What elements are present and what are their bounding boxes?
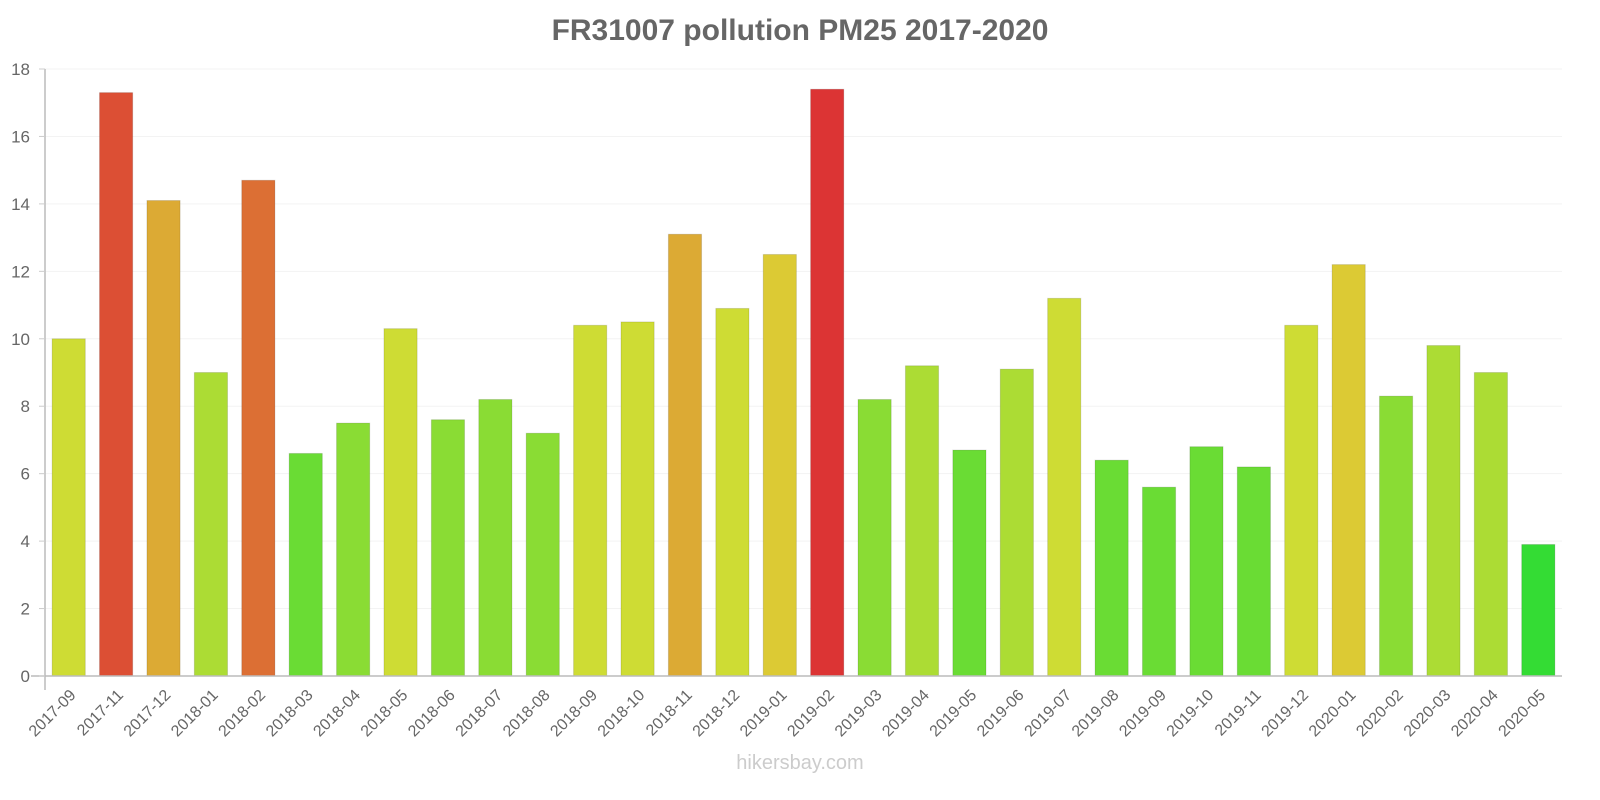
x-tick-label: 2018-02 [216, 687, 270, 741]
axes [31, 69, 1562, 690]
y-tick-label: 12 [11, 262, 30, 281]
x-axis-ticks: 2017-092017-112017-122018-012018-022018-… [26, 687, 1549, 741]
bar-2018-10[interactable] [620, 321, 655, 677]
x-tick-label: 2019-04 [879, 687, 933, 741]
x-tick-label: 2018-05 [358, 687, 412, 741]
bar-2017-12[interactable] [146, 200, 181, 677]
bar-2018-02[interactable] [241, 179, 276, 677]
x-tick-label: 2019-08 [1069, 687, 1123, 741]
bar-2018-05[interactable] [383, 328, 418, 677]
y-tick-label: 4 [21, 532, 30, 551]
bar-2020-05[interactable] [1521, 543, 1556, 677]
bar-2019-06[interactable] [999, 368, 1034, 677]
bar-2019-02[interactable] [810, 88, 845, 677]
bar-2019-05[interactable] [952, 449, 987, 677]
bar-2018-11[interactable] [667, 233, 703, 677]
x-tick-label: 2020-05 [1496, 687, 1550, 741]
watermark: hikersbay.com [736, 752, 864, 774]
x-tick-label: 2018-01 [168, 687, 222, 741]
x-tick-label: 2017-09 [26, 687, 80, 741]
y-tick-label: 16 [11, 127, 30, 146]
x-tick-label: 2019-03 [832, 687, 886, 741]
bar-2018-04[interactable] [336, 422, 371, 677]
y-tick-label: 6 [21, 465, 30, 484]
x-tick-label: 2019-09 [1116, 687, 1170, 741]
bar-2019-11[interactable] [1236, 466, 1271, 677]
x-tick-label: 2019-11 [1212, 687, 1265, 740]
x-tick-label: 2019-07 [1022, 687, 1076, 741]
y-tick-label: 18 [11, 60, 30, 79]
bar-2019-01[interactable] [762, 253, 797, 677]
bar-2017-11[interactable] [99, 92, 134, 677]
x-tick-label: 2020-03 [1401, 687, 1455, 741]
bar-2018-03[interactable] [288, 452, 323, 677]
x-tick-label: 2020-02 [1353, 687, 1407, 741]
x-tick-label: 2018-04 [310, 687, 364, 741]
x-tick-label: 2019-01 [737, 687, 791, 741]
x-tick-label: 2018-12 [690, 687, 744, 741]
x-tick-label: 2020-01 [1306, 687, 1360, 741]
bar-2018-01[interactable] [193, 372, 229, 677]
y-axis-ticks: 0 2 4 6 8 10 12 14 16 18 [11, 60, 45, 686]
y-tick-label: 10 [11, 330, 30, 349]
x-tick-label: 2018-10 [595, 687, 649, 741]
bar-2017-09[interactable] [51, 338, 86, 677]
x-tick-label: 2019-02 [784, 687, 838, 741]
bar-2018-12[interactable] [715, 307, 750, 677]
bar-2018-06[interactable] [430, 419, 466, 677]
bars [51, 88, 1556, 677]
bar-2019-10[interactable] [1189, 446, 1224, 677]
y-tick-label: 8 [21, 397, 30, 416]
x-tick-label: 2019-10 [1164, 687, 1218, 741]
x-tick-label: 2018-07 [453, 687, 507, 741]
bar-2019-09[interactable] [1141, 486, 1177, 677]
bar-2018-09[interactable] [573, 324, 608, 677]
bar-2018-07[interactable] [478, 398, 513, 677]
y-tick-label: 2 [21, 600, 30, 619]
bar-2019-07[interactable] [1047, 297, 1082, 677]
x-tick-label: 2017-12 [121, 687, 175, 741]
bar-2020-01[interactable] [1331, 264, 1366, 677]
x-tick-label: 2018-08 [500, 687, 554, 741]
x-tick-label: 2019-12 [1259, 687, 1313, 741]
y-tick-label: 0 [21, 667, 30, 686]
bar-2019-03[interactable] [857, 398, 892, 677]
x-tick-label: 2018-11 [643, 687, 696, 740]
x-tick-label: 2017-11 [74, 687, 127, 740]
bar-2020-04[interactable] [1473, 372, 1508, 677]
x-tick-label: 2019-06 [974, 687, 1028, 741]
bar-2019-08[interactable] [1094, 459, 1129, 677]
x-tick-label: 2018-09 [547, 687, 601, 741]
bar-2018-08[interactable] [525, 432, 560, 677]
x-tick-label: 2019-05 [927, 687, 981, 741]
bar-2020-03[interactable] [1426, 345, 1461, 677]
bar-2020-02[interactable] [1378, 395, 1414, 677]
bar-2019-12[interactable] [1284, 324, 1319, 677]
bar-2019-04[interactable] [904, 365, 940, 677]
chart-title: FR31007 pollution PM25 2017-2020 [551, 14, 1049, 47]
x-tick-label: 2018-06 [405, 687, 459, 741]
x-tick-label: 2018-03 [263, 687, 317, 741]
y-tick-label: 14 [11, 195, 30, 214]
x-tick-label: 2020-04 [1448, 687, 1502, 741]
